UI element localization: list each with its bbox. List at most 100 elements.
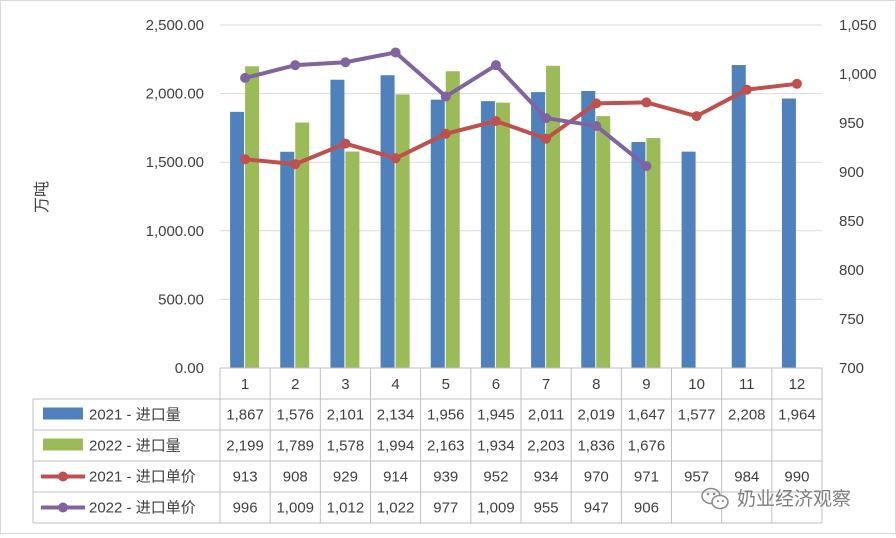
lines (240, 47, 802, 172)
axes: 0.00 500.00 1,000.00 1,500.00 2,000.00 2,500.… (146, 17, 877, 377)
x-tick-label: 10 (688, 376, 705, 393)
data-cell: 990 (784, 469, 809, 486)
legend-label: 2022 - 进口单价 (89, 500, 196, 517)
data-cell: 977 (433, 500, 458, 517)
line-point (541, 133, 552, 144)
data-cell: 947 (584, 500, 609, 517)
data-cell: 2,199 (226, 438, 264, 455)
x-tick-label: 6 (492, 376, 500, 393)
line-point (490, 60, 501, 71)
bar-2021 (631, 142, 646, 368)
data-cell: 2,134 (377, 407, 415, 424)
legend-key-marker (58, 502, 68, 513)
x-tick-label: 5 (442, 376, 450, 393)
bar-2021 (531, 92, 546, 369)
legend-label: 2021 - 进口量 (89, 407, 181, 424)
bar-2021 (280, 151, 295, 368)
line-point (290, 60, 301, 71)
legend-key-bar (43, 438, 83, 451)
line-point (641, 97, 652, 108)
data-cell: 2,019 (577, 407, 615, 424)
data-cell: 1,022 (377, 500, 415, 517)
y-right-tick: 850 (839, 213, 864, 230)
bar-2022 (445, 71, 460, 369)
x-tick-label: 11 (739, 376, 755, 393)
legend-key-bar (43, 407, 83, 420)
data-cell: 1,576 (276, 407, 314, 424)
data-cell: 957 (684, 469, 709, 486)
bar-2021 (230, 111, 245, 369)
data-cell: 1,964 (778, 407, 816, 424)
y-axis-label: 万吨 (33, 181, 51, 213)
line-point (340, 57, 351, 68)
bar-2022 (495, 102, 510, 368)
y-right-tick: 750 (839, 311, 864, 328)
y-right-tick: 900 (839, 164, 864, 181)
bar-2021 (380, 75, 395, 368)
data-cell: 914 (383, 469, 408, 486)
data-cell: 1,956 (427, 407, 465, 424)
data-cell: 1,836 (577, 438, 615, 455)
data-cell: 2,203 (527, 438, 565, 455)
x-tick-label: 12 (789, 376, 806, 393)
line-point (641, 161, 652, 172)
line-point (541, 113, 552, 124)
bar-2021 (781, 98, 796, 369)
x-tick-label: 2 (291, 376, 299, 393)
line-point (791, 78, 802, 89)
data-cell: 929 (333, 469, 358, 486)
data-cell: 970 (584, 469, 609, 486)
y-left-tick: 1,500.00 (146, 154, 204, 171)
line-point (440, 91, 451, 102)
data-cell: 952 (483, 469, 508, 486)
data-cell: 955 (534, 500, 559, 517)
gridlines (220, 24, 822, 300)
line-point (240, 154, 251, 165)
line-point (390, 47, 401, 58)
data-cell: 1,578 (327, 438, 365, 455)
y-right-tick: 1,000 (839, 66, 877, 83)
bar-2021 (330, 79, 345, 368)
line-point (340, 138, 351, 149)
watermark-text: 奶业经济观察 (737, 488, 851, 510)
y-right-tick: 700 (839, 360, 864, 377)
data-cell: 1,647 (628, 407, 666, 424)
line-point (591, 98, 602, 109)
data-cell: 2,011 (528, 407, 564, 424)
x-tick-label: 7 (542, 376, 550, 393)
line-point (741, 84, 752, 95)
x-tick-label: 9 (642, 376, 650, 393)
x-tick-label: 1 (241, 376, 249, 393)
data-cell: 2,208 (728, 407, 766, 424)
data-cell: 996 (233, 500, 258, 517)
data-cell: 2,101 (327, 407, 365, 424)
data-cell: 1,009 (477, 500, 515, 517)
bar-2021 (681, 151, 696, 368)
bar-2021 (731, 65, 746, 368)
y-right-tick: 1,050 (839, 17, 877, 34)
series-line-2021 (243, 81, 799, 167)
bar-2022 (646, 138, 661, 368)
watermark: 奶业经济观察 (701, 487, 851, 510)
line-point (240, 72, 251, 83)
data-cell: 913 (233, 469, 258, 486)
data-cell: 2,163 (427, 438, 465, 455)
data-cell: 1,867 (226, 407, 264, 424)
y-left-tick: 0.00 (175, 360, 204, 377)
bar-2022 (245, 66, 260, 368)
y-left-tick: 2,000.00 (146, 86, 204, 103)
data-cell: 934 (534, 469, 559, 486)
line-point (691, 111, 702, 122)
bars (230, 65, 796, 369)
data-cell: 939 (433, 469, 458, 486)
data-cell: 1,577 (678, 407, 716, 424)
bar-2022 (345, 151, 360, 368)
data-cell: 1,789 (276, 438, 314, 455)
line-point (490, 116, 501, 127)
data-cell: 908 (283, 469, 308, 486)
y-left-tick: 500.00 (158, 291, 204, 308)
y-left-tick: 2,500.00 (146, 17, 204, 34)
data-cell: 1,009 (276, 500, 314, 517)
